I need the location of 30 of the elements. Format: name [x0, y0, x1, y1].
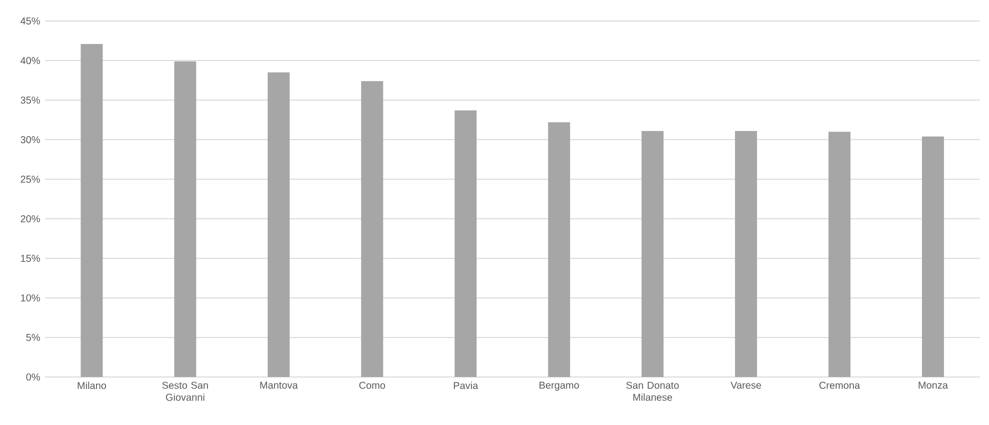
y-tick-label: 0%: [26, 373, 40, 381]
y-tick-label: 30%: [20, 136, 40, 144]
y-tick-label: 45%: [20, 17, 40, 25]
x-tick-label: Como: [359, 382, 386, 389]
bar: [642, 130, 664, 377]
x-tick-label: Cremona: [819, 382, 860, 389]
x-tick-label: Sesto San Giovanni: [162, 382, 208, 401]
x-tick-label: Mantova: [260, 382, 298, 389]
bar: [454, 110, 477, 377]
y-tick-label: 40%: [20, 57, 40, 64]
x-tick-label: Milano: [78, 382, 106, 390]
bar: [80, 44, 103, 377]
bar: [828, 132, 850, 377]
x-tick-label: Monza: [918, 382, 948, 389]
x-tick-label: Varese: [730, 382, 762, 389]
bar: [735, 130, 758, 377]
x-tick-label: San Donato Milanese: [626, 382, 679, 401]
y-tick-label: 35%: [20, 96, 40, 104]
bar: [922, 136, 944, 377]
y-tick-label: 5%: [26, 334, 40, 341]
bar: [174, 61, 196, 377]
x-tick-label: Pavia: [454, 382, 478, 390]
y-tick-label: 10%: [21, 294, 40, 302]
bar: [268, 72, 290, 377]
y-tick-label: 25%: [20, 176, 40, 183]
bar: [361, 81, 384, 377]
bar: [548, 122, 570, 377]
y-tick-label: 20%: [20, 215, 40, 222]
x-tick-label: Bergamo: [540, 382, 579, 391]
y-tick-label: 15%: [21, 254, 40, 262]
